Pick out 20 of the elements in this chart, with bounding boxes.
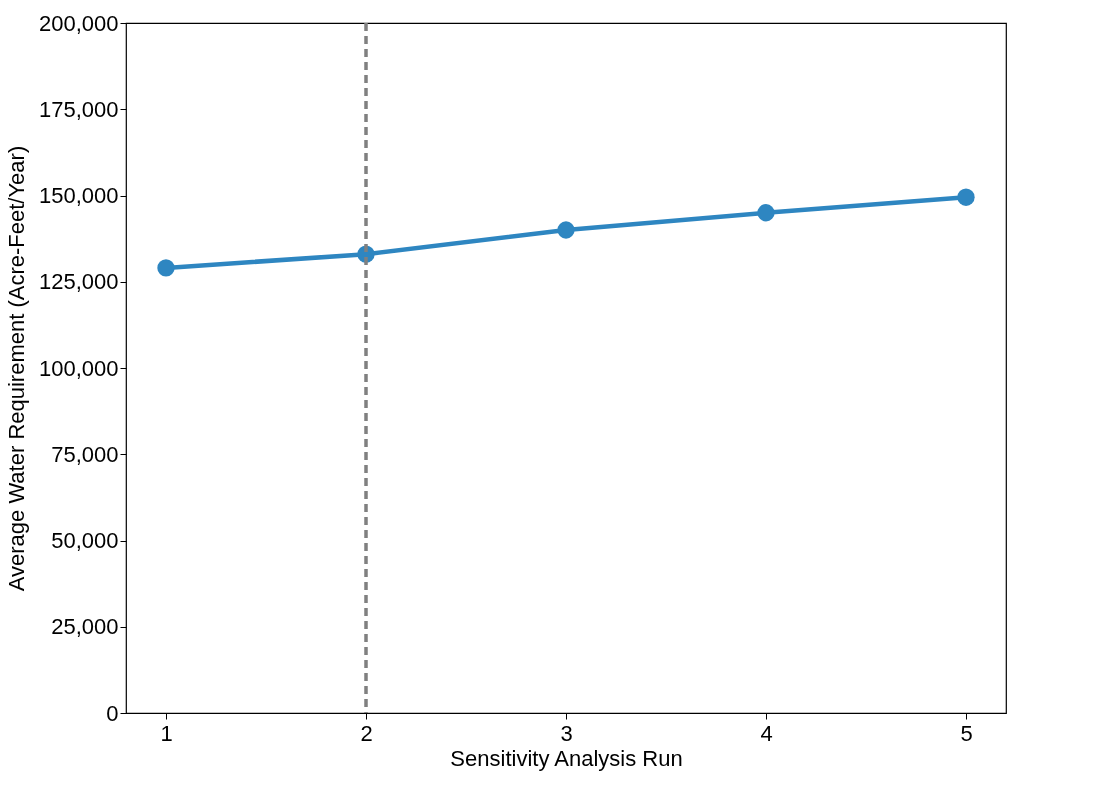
y-tick-label: 75,000 xyxy=(51,441,119,467)
y-tick-label: 0 xyxy=(106,700,119,726)
y-axis-title: Average Water Requirement (Acre-Feet/Year) xyxy=(3,145,29,592)
y-tick-label: 175,000 xyxy=(38,96,119,122)
y-tick-label: 150,000 xyxy=(38,183,119,208)
y-tick-label: 100,000 xyxy=(38,355,119,381)
x-tick-label: 5 xyxy=(960,720,973,746)
x-tick-label: 1 xyxy=(160,720,173,746)
y-tick-label: 25,000 xyxy=(51,614,119,640)
y-tick-label: 125,000 xyxy=(38,269,119,295)
x-tick-label: 4 xyxy=(760,720,773,746)
x-tick-label: 2 xyxy=(360,720,373,746)
x-tick-label: 3 xyxy=(560,720,573,746)
point xyxy=(957,188,975,206)
y-tick-label: 50,000 xyxy=(51,528,119,553)
point xyxy=(557,221,575,239)
point xyxy=(157,259,175,277)
x-axis-title: Sensitivity Analysis Run xyxy=(450,745,683,771)
y-tick-label: 200,000 xyxy=(38,10,119,36)
point xyxy=(757,204,775,222)
